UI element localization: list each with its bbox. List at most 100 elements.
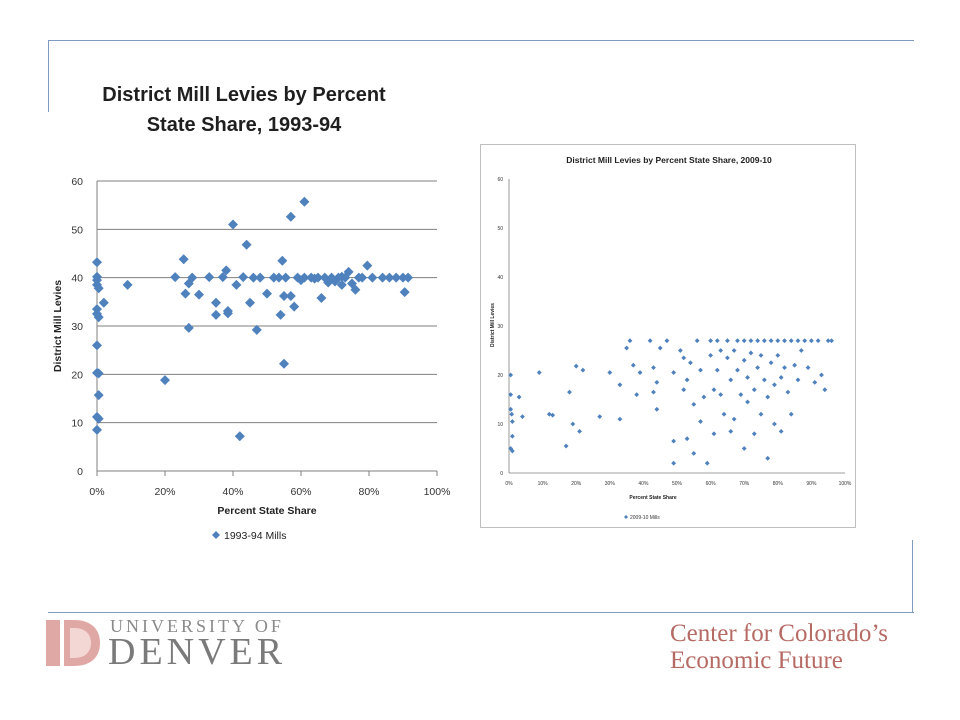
inset-y-tick-label: 10 — [497, 422, 503, 428]
main-y-tick-label: 30 — [71, 321, 83, 333]
main-scatter-chart: District Mill Levies by Percent State Sh… — [52, 84, 451, 542]
main-data-point — [93, 368, 104, 379]
inset-data-point — [550, 412, 556, 418]
inset-x-tick-label: 70% — [739, 481, 750, 487]
inset-data-point — [691, 451, 697, 456]
inset-data-point — [520, 414, 525, 420]
inset-x-tick-label: 60% — [706, 481, 717, 487]
inset-data-point — [758, 353, 764, 358]
inset-data-point — [718, 392, 724, 397]
inset-legend-marker — [624, 515, 628, 519]
inset-data-point — [508, 406, 514, 412]
main-data-point — [204, 272, 215, 283]
main-data-point — [241, 239, 252, 250]
main-data-point — [93, 283, 104, 294]
inset-data-point — [745, 375, 750, 380]
inset-data-point — [637, 370, 643, 375]
inset-data-point — [647, 338, 653, 344]
inset-data-point — [785, 389, 791, 395]
university-of-denver-logo: UNIVERSITY OF DENVER — [46, 612, 296, 672]
main-data-point — [217, 272, 228, 283]
main-data-point — [228, 219, 238, 230]
main-data-point — [238, 272, 249, 283]
inset-x-tick-label: 100% — [839, 481, 852, 487]
main-data-point — [299, 272, 310, 283]
main-data-point — [399, 287, 410, 298]
inset-data-point — [671, 370, 677, 375]
ccef-line2: Economic Future — [670, 647, 843, 674]
inset-data-point — [509, 419, 515, 424]
inset-data-point — [570, 421, 576, 427]
inset-data-point — [775, 338, 781, 344]
main-data-point — [222, 308, 233, 319]
inset-x-tick-label: 30% — [605, 481, 616, 487]
inset-data-point — [718, 348, 724, 353]
inset-data-point — [508, 446, 514, 451]
inset-data-point — [671, 438, 677, 444]
frame-left-line — [48, 40, 49, 112]
inset-data-point — [782, 365, 787, 371]
inset-data-point — [708, 353, 713, 358]
inset-data-point — [788, 411, 794, 417]
main-y-tick-label: 10 — [71, 418, 83, 430]
inset-legend-label: 2009-10 Mills — [630, 515, 660, 521]
inset-data-point — [795, 377, 801, 383]
inset-data-point — [664, 338, 670, 344]
main-data-point — [273, 272, 284, 283]
inset-data-point — [516, 394, 522, 400]
inset-y-tick-label: 20 — [497, 373, 503, 379]
inset-chart-title: District Mill Levies by Percent State Sh… — [566, 155, 772, 165]
inset-data-point — [536, 370, 542, 375]
main-data-point — [92, 340, 102, 351]
inset-data-point — [704, 460, 710, 466]
inset-chart-panel: District Mill Levies by Percent State Sh… — [480, 144, 856, 528]
inset-data-point — [731, 348, 737, 353]
main-y-tick-label: 60 — [71, 176, 83, 188]
inset-y-tick-label: 50 — [497, 226, 503, 232]
inset-legend: 2009-10 Mills — [624, 515, 660, 521]
inset-y-tick-label: 30 — [497, 324, 503, 330]
main-data-point — [93, 390, 104, 401]
main-data-point — [357, 272, 368, 283]
main-data-point — [343, 266, 354, 277]
main-data-point — [93, 312, 104, 323]
main-data-point — [279, 291, 289, 302]
inset-data-point — [751, 431, 757, 437]
inset-data-point — [567, 389, 572, 395]
main-x-tick-label: 20% — [154, 486, 175, 498]
main-data-point — [211, 297, 221, 308]
main-legend: 1993-94 Mills — [212, 530, 286, 542]
main-data-point — [384, 272, 395, 283]
inset-data-point — [778, 428, 784, 434]
main-data-point — [285, 211, 296, 222]
main-data-point — [160, 375, 170, 386]
main-data-point — [285, 291, 296, 302]
main-x-axis-label: Percent State Share — [217, 505, 316, 517]
main-data-point — [180, 288, 191, 299]
inset-data-point — [630, 362, 636, 368]
inset-data-point — [748, 350, 754, 356]
inset-data-point — [775, 353, 781, 358]
main-y-tick-label: 50 — [71, 224, 83, 236]
du-denver-text: DENVER — [108, 631, 287, 673]
inset-data-point — [563, 443, 569, 449]
du-university-text: UNIVERSITY OF — [110, 616, 284, 636]
main-data-point — [268, 272, 279, 283]
main-data-point — [183, 322, 194, 333]
inset-data-point — [509, 448, 515, 454]
inset-data-point — [758, 411, 764, 417]
inset-x-tick-label: 50% — [672, 481, 683, 487]
inset-data-point — [795, 338, 801, 344]
main-data-point — [92, 257, 102, 268]
inset-data-point — [508, 392, 514, 397]
inset-data-point — [677, 348, 683, 353]
inset-data-point — [509, 433, 515, 439]
inset-data-point — [778, 375, 784, 380]
center-for-colorados-economic-future-logo: Center for Colorado’s Economic Future — [670, 620, 930, 680]
inset-x-tick-label: 40% — [638, 481, 649, 487]
main-x-tick-label: 100% — [424, 486, 451, 498]
inset-data-point — [627, 338, 633, 344]
inset-data-point — [822, 387, 828, 393]
main-x-tick-label: 40% — [222, 486, 243, 498]
inset-data-point — [748, 338, 754, 344]
